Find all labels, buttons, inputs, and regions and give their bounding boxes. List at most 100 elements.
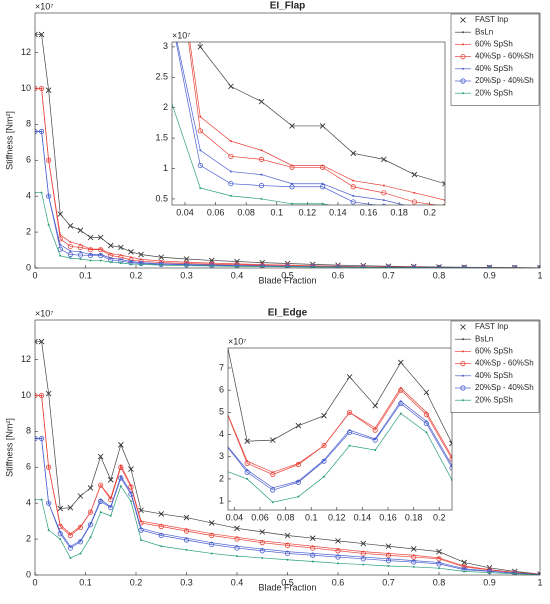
marker [462, 31, 464, 34]
legend-label: 60% SpSh [475, 347, 513, 356]
x-tick-label: 0.5 [281, 577, 294, 587]
marker [462, 43, 464, 46]
marker [310, 552, 316, 558]
legend-label: FAST Inp [475, 15, 509, 24]
series-line [172, 102, 331, 205]
marker [449, 440, 452, 447]
marker [335, 554, 341, 560]
marker [462, 338, 464, 341]
marker [335, 548, 341, 554]
marker [185, 258, 188, 261]
marker [537, 571, 540, 575]
marker [438, 266, 440, 268]
marker [67, 243, 73, 250]
marker [79, 494, 82, 497]
marker [460, 17, 466, 23]
x-axis-label: Blade Fraction [258, 275, 316, 285]
marker [199, 115, 202, 118]
marker [38, 435, 45, 442]
marker [460, 385, 466, 391]
marker [87, 247, 94, 253]
marker [79, 229, 82, 232]
x-tick-label: 0.6 [332, 577, 345, 587]
marker [236, 260, 238, 263]
marker [260, 149, 263, 152]
marker [140, 261, 143, 264]
marker [488, 571, 491, 574]
series-line [35, 192, 540, 268]
marker [69, 240, 72, 243]
marker [311, 266, 314, 268]
marker [412, 547, 415, 550]
axes-frame [227, 347, 453, 511]
marker [109, 261, 112, 264]
marker [346, 429, 353, 435]
marker [199, 45, 202, 48]
legend-label: 20%Sp - 40%Sh [475, 383, 534, 392]
y-tick-label: 8 [26, 119, 31, 129]
marker [320, 164, 326, 170]
marker [463, 266, 466, 268]
marker [69, 257, 72, 260]
series-line [199, 42, 445, 185]
marker [350, 199, 356, 205]
marker [462, 374, 464, 377]
x-tick-label: 1 [537, 270, 542, 280]
marker [374, 404, 377, 407]
marker [47, 223, 50, 226]
marker [423, 420, 429, 427]
marker [59, 507, 62, 510]
marker [387, 266, 390, 268]
marker [236, 555, 238, 558]
marker [40, 191, 43, 194]
marker [69, 224, 72, 227]
marker [59, 538, 62, 541]
series-line [35, 395, 540, 575]
marker [234, 263, 240, 268]
legend-label: 40% SpSh [475, 371, 513, 380]
marker [236, 265, 238, 268]
marker [199, 186, 202, 189]
marker [87, 522, 94, 528]
marker [89, 486, 92, 489]
y-tick-label: 6 [26, 462, 31, 472]
marker [289, 184, 295, 190]
marker [89, 236, 92, 239]
marker [295, 461, 301, 468]
marker [385, 558, 392, 564]
series-group [228, 348, 452, 504]
marker [119, 485, 122, 488]
series-line [228, 389, 452, 475]
x-tick-label: 0 [32, 577, 37, 587]
marker [77, 539, 84, 545]
series-line [228, 348, 452, 444]
plot-area [228, 348, 452, 510]
marker [119, 261, 122, 264]
marker [185, 548, 188, 551]
marker [362, 542, 365, 545]
y-tick-label: 8 [26, 426, 31, 436]
marker [108, 505, 114, 511]
series-line [228, 412, 452, 503]
marker [79, 250, 82, 253]
x-tick-label: 0.2 [433, 512, 446, 522]
series-line [176, 42, 406, 205]
marker [438, 550, 440, 553]
marker [185, 264, 188, 267]
x-tick-label: 0.04 [226, 512, 244, 522]
y-tick-label: 6 [219, 385, 224, 395]
marker [69, 506, 72, 509]
marker [229, 194, 232, 197]
legend-label: 20% SpSh [475, 395, 513, 404]
marker [119, 246, 122, 249]
x-tick-label: 0.6 [332, 270, 345, 280]
marker [346, 409, 353, 415]
x-tick-label: 0.4 [231, 270, 244, 280]
y-tick-label: 2 [163, 102, 168, 112]
series-line [35, 341, 540, 575]
y-exponent: ×10⁷ [172, 30, 191, 40]
x-tick-label: 0.12 [328, 512, 346, 522]
marker [436, 556, 442, 562]
marker [158, 523, 164, 530]
marker [271, 439, 274, 442]
